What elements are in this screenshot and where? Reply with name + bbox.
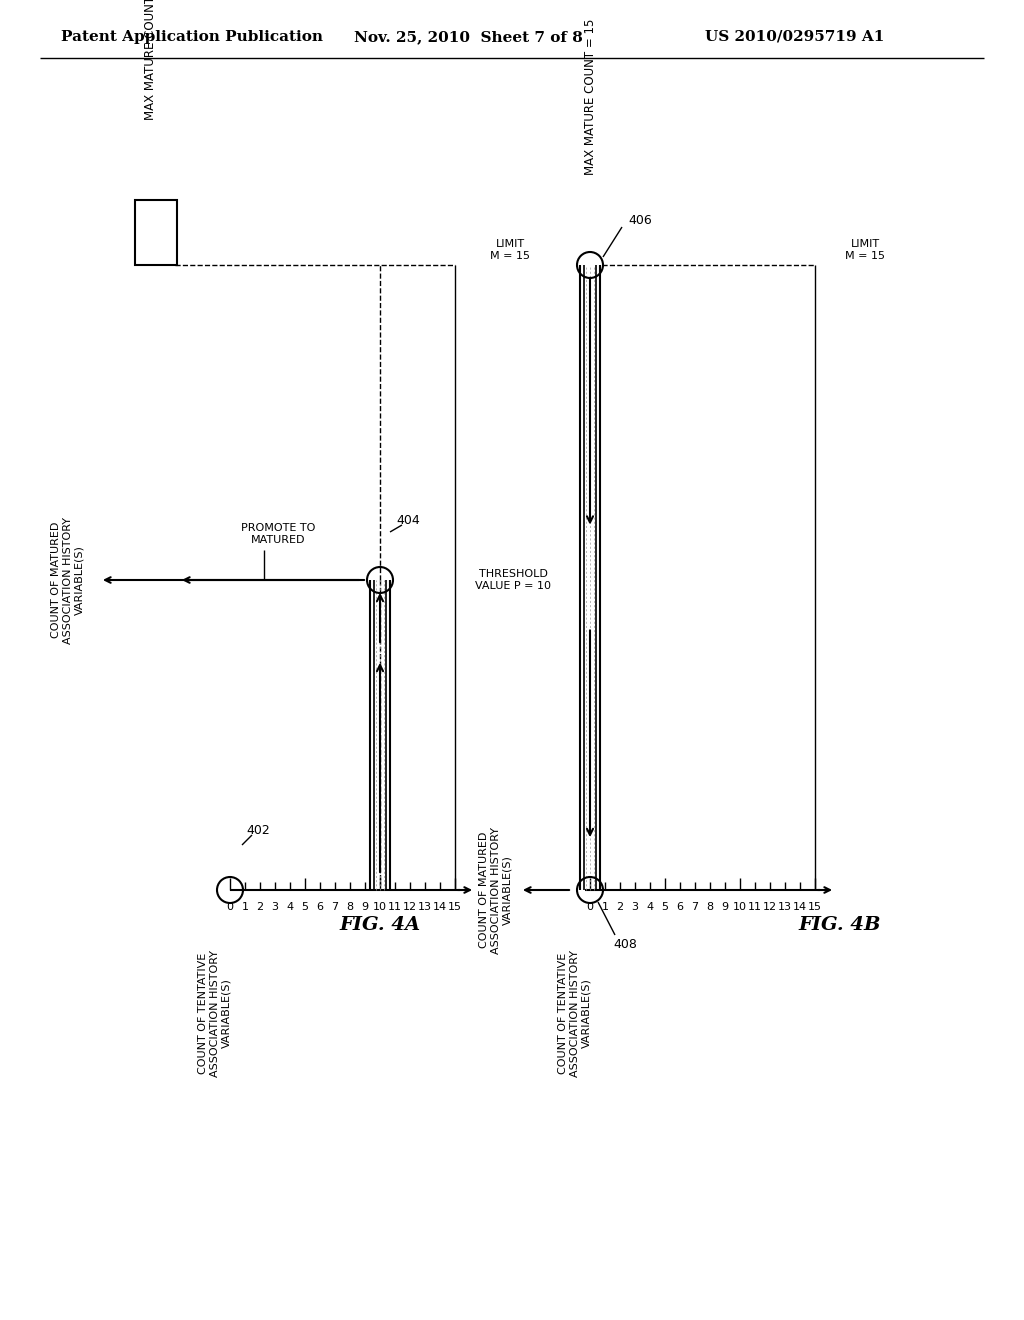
- Text: 9: 9: [722, 902, 728, 912]
- Text: 12: 12: [402, 902, 417, 912]
- Text: 15: 15: [808, 902, 822, 912]
- Text: 2: 2: [616, 902, 624, 912]
- Text: 0: 0: [226, 902, 233, 912]
- Text: 11: 11: [388, 902, 402, 912]
- Text: 6: 6: [677, 902, 683, 912]
- Text: 402: 402: [246, 824, 270, 837]
- Text: 10: 10: [373, 902, 387, 912]
- Text: 0: 0: [587, 902, 594, 912]
- Text: COUNT OF TENTATIVE
ASSOCIATION HISTORY
VARIABLE(S): COUNT OF TENTATIVE ASSOCIATION HISTORY V…: [558, 950, 592, 1077]
- Text: 11: 11: [748, 902, 762, 912]
- Text: FIG. 4B: FIG. 4B: [799, 916, 882, 935]
- Text: 13: 13: [778, 902, 792, 912]
- Text: 7: 7: [691, 902, 698, 912]
- Text: Nov. 25, 2010  Sheet 7 of 8: Nov. 25, 2010 Sheet 7 of 8: [353, 30, 583, 44]
- Text: COUNT OF MATURED
ASSOCIATION HISTORY
VARIABLE(S): COUNT OF MATURED ASSOCIATION HISTORY VAR…: [51, 516, 85, 644]
- Text: 5: 5: [662, 902, 669, 912]
- Text: MAX MATURE COUNT M = 15: MAX MATURE COUNT M = 15: [144, 0, 158, 120]
- Text: US 2010/0295719 A1: US 2010/0295719 A1: [706, 30, 885, 44]
- Text: LIMIT
M = 15: LIMIT M = 15: [490, 239, 530, 261]
- Text: 408: 408: [613, 939, 637, 952]
- Text: 10: 10: [733, 902, 746, 912]
- Text: COUNT OF TENTATIVE
ASSOCIATION HISTORY
VARIABLE(S): COUNT OF TENTATIVE ASSOCIATION HISTORY V…: [199, 950, 231, 1077]
- Text: COUNT OF MATURED
ASSOCIATION HISTORY
VARIABLE(S): COUNT OF MATURED ASSOCIATION HISTORY VAR…: [479, 826, 513, 953]
- Text: 4: 4: [646, 902, 653, 912]
- Text: LIMIT
M = 15: LIMIT M = 15: [845, 239, 885, 261]
- Text: 2: 2: [256, 902, 263, 912]
- Text: 15: 15: [449, 902, 462, 912]
- Text: FIG. 4A: FIG. 4A: [339, 916, 421, 935]
- Text: 14: 14: [793, 902, 807, 912]
- Text: THRESHOLD
VALUE P = 10: THRESHOLD VALUE P = 10: [475, 569, 551, 591]
- Text: 9: 9: [361, 902, 369, 912]
- Text: 8: 8: [707, 902, 714, 912]
- Text: 3: 3: [632, 902, 639, 912]
- Text: Patent Application Publication: Patent Application Publication: [61, 30, 323, 44]
- Text: 1: 1: [601, 902, 608, 912]
- Text: MAX MATURE COUNT = 15: MAX MATURE COUNT = 15: [584, 18, 597, 176]
- Text: 406: 406: [628, 214, 651, 227]
- Text: 404: 404: [396, 513, 420, 527]
- Text: 6: 6: [316, 902, 324, 912]
- Text: 3: 3: [271, 902, 279, 912]
- Text: 13: 13: [418, 902, 432, 912]
- Text: 8: 8: [346, 902, 353, 912]
- Text: PROMOTE TO
MATURED: PROMOTE TO MATURED: [242, 524, 315, 545]
- Text: 1: 1: [242, 902, 249, 912]
- Text: 14: 14: [433, 902, 447, 912]
- Bar: [135, 201, 177, 265]
- Text: 7: 7: [332, 902, 339, 912]
- Text: 4: 4: [287, 902, 294, 912]
- Text: 12: 12: [763, 902, 777, 912]
- Text: 5: 5: [301, 902, 308, 912]
